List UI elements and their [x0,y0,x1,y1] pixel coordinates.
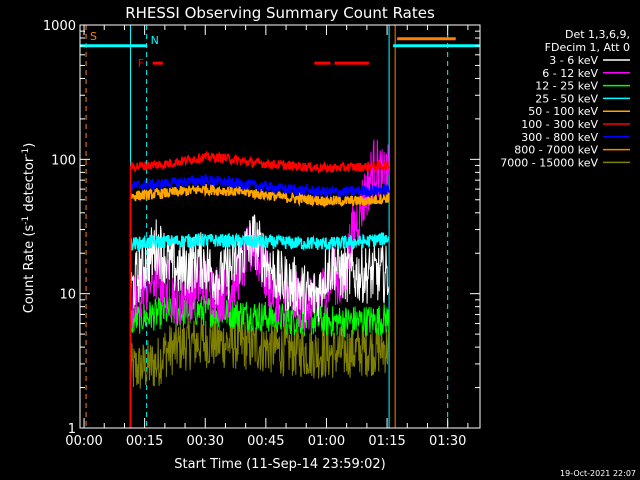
legend-label: 6 - 12 keV [542,67,598,80]
y-axis-label-sup: -1 [21,216,31,225]
legend-label: 7000 - 15000 keV [500,156,598,169]
x-tick-label: 01:15 [368,434,405,449]
y-tick-label: 100 [51,153,76,168]
x-axis-label: Start Time (11-Sep-14 23:59:02) [174,457,385,472]
legend-label: 300 - 800 keV [521,131,598,144]
y-tick-label: 10 [59,288,76,303]
x-tick-label: 01:00 [308,434,345,449]
y-tick-label: 1 [68,422,76,437]
y-axis-label-main: Count Rate (s [22,225,37,314]
legend: Det 1,3,6,9, FDecim 1, Att 0 3 - 6 keV6 … [500,28,630,169]
night-n-label: N [151,34,159,47]
x-tick-label: 00:45 [247,434,284,449]
legend-label: 12 - 25 keV [535,80,598,93]
y-axis-label-mid: detector [22,156,37,216]
series-line [129,232,390,428]
legend-header-line-1: Det 1,3,6,9, [565,28,630,41]
axes: 1 10 100 1000 00:00 00:15 00:30 00:45 01:00 01:15… [43,19,481,449]
legend-label: 800 - 7000 keV [514,144,598,157]
x-tick-label: 00:00 [65,434,102,449]
series-line [129,150,390,428]
footer-timestamp: 19-Oct-2021 22:07 [560,469,636,478]
y-axis-label-sup2: -1 [21,148,31,157]
flare-f-label: F [138,57,144,70]
legend-header-line-2: FDecim 1, Att 0 [545,41,630,54]
y-tick-label: 1000 [43,19,76,34]
plot-area: S NF [80,25,480,428]
y-axis-label-close: ) [22,143,37,148]
saa-s-label: S [90,30,97,43]
x-tick-label: 00:30 [187,434,224,449]
y-axis-label: Count Rate (s-1 detector-1) [21,143,37,314]
series-line [129,183,390,428]
plot-frame [79,24,481,429]
x-tick-label: 00:15 [126,434,163,449]
legend-label: 100 - 300 keV [521,118,598,131]
x-tick-label: 01:30 [429,434,466,449]
legend-label: 25 - 50 keV [535,92,598,105]
series-line [130,316,390,428]
legend-label: 50 - 100 keV [528,105,598,118]
series-line [129,173,390,428]
legend-label: 3 - 6 keV [549,54,598,67]
chart-title: RHESSI Observing Summary Count Rates [125,4,435,22]
